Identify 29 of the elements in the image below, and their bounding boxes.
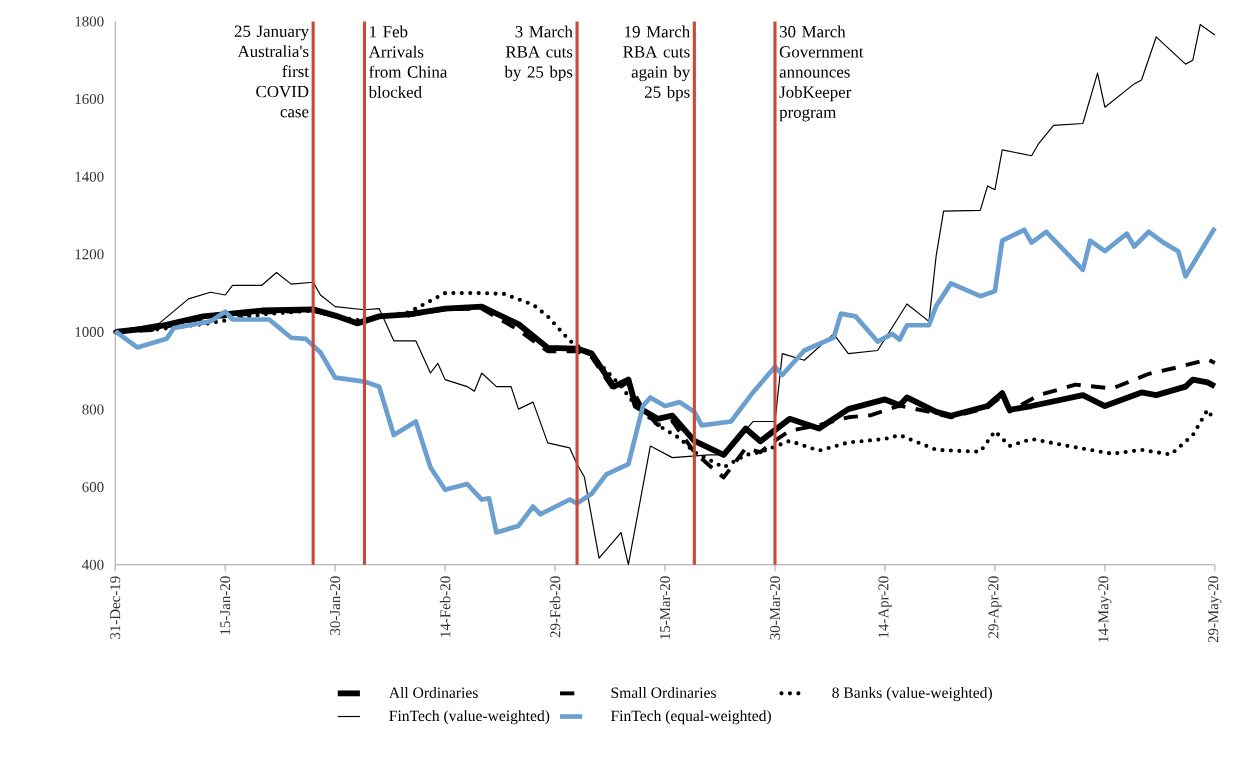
y-tick-label: 1800	[75, 16, 104, 27]
x-tick-label: 29-Feb-20	[549, 576, 561, 638]
y-tick-label: 1400	[75, 171, 104, 182]
y-tick-label: 1200	[75, 249, 104, 260]
legend-label: FinTech (equal-weighted)	[610, 710, 771, 725]
x-tick-label: 15-Mar-20	[660, 576, 671, 639]
x-tick-label: 31-Dec-19	[110, 576, 121, 639]
x-tick-label: 30-Jan-20	[330, 576, 341, 635]
x-tick-label: 29-May-20	[1208, 576, 1222, 643]
legend-label: All Ordinaries	[388, 686, 478, 698]
legend-label: Small Ordinaries	[611, 686, 716, 698]
y-tick-label: 1600	[75, 93, 104, 105]
y-tick-label: 800	[82, 404, 104, 415]
ref-line-label: 1 Feb Arrivals from China blocked	[368, 25, 448, 98]
legend-label: 8 Banks (value-weighted)	[832, 686, 992, 702]
x-tick-label: 15-Jan-20	[220, 576, 231, 635]
y-tick-label: 1000	[75, 326, 104, 337]
ref-line-label: 25 January Australia's first COVID case	[234, 25, 309, 118]
ref-line-label: 3 March RBA cuts by 25 bps	[504, 25, 573, 82]
ref-line-label: 30 March Government announces JobKeeper program	[779, 25, 864, 122]
x-tick-label: 30-Mar-20	[769, 576, 781, 640]
legend-label: FinTech (value-weighted)	[389, 710, 550, 725]
x-tick-label: 14-May-20	[1098, 576, 1112, 642]
y-tick-label: 600	[82, 482, 104, 493]
x-tick-label: 14-Apr-20	[878, 576, 892, 638]
ref-line-label: 19 March RBA cuts again by 25 bps	[623, 25, 691, 102]
x-tick-label: 14-Feb-20	[439, 576, 451, 637]
x-tick-label: 29-Apr-20	[988, 576, 1002, 638]
y-tick-label: 400	[82, 559, 104, 570]
